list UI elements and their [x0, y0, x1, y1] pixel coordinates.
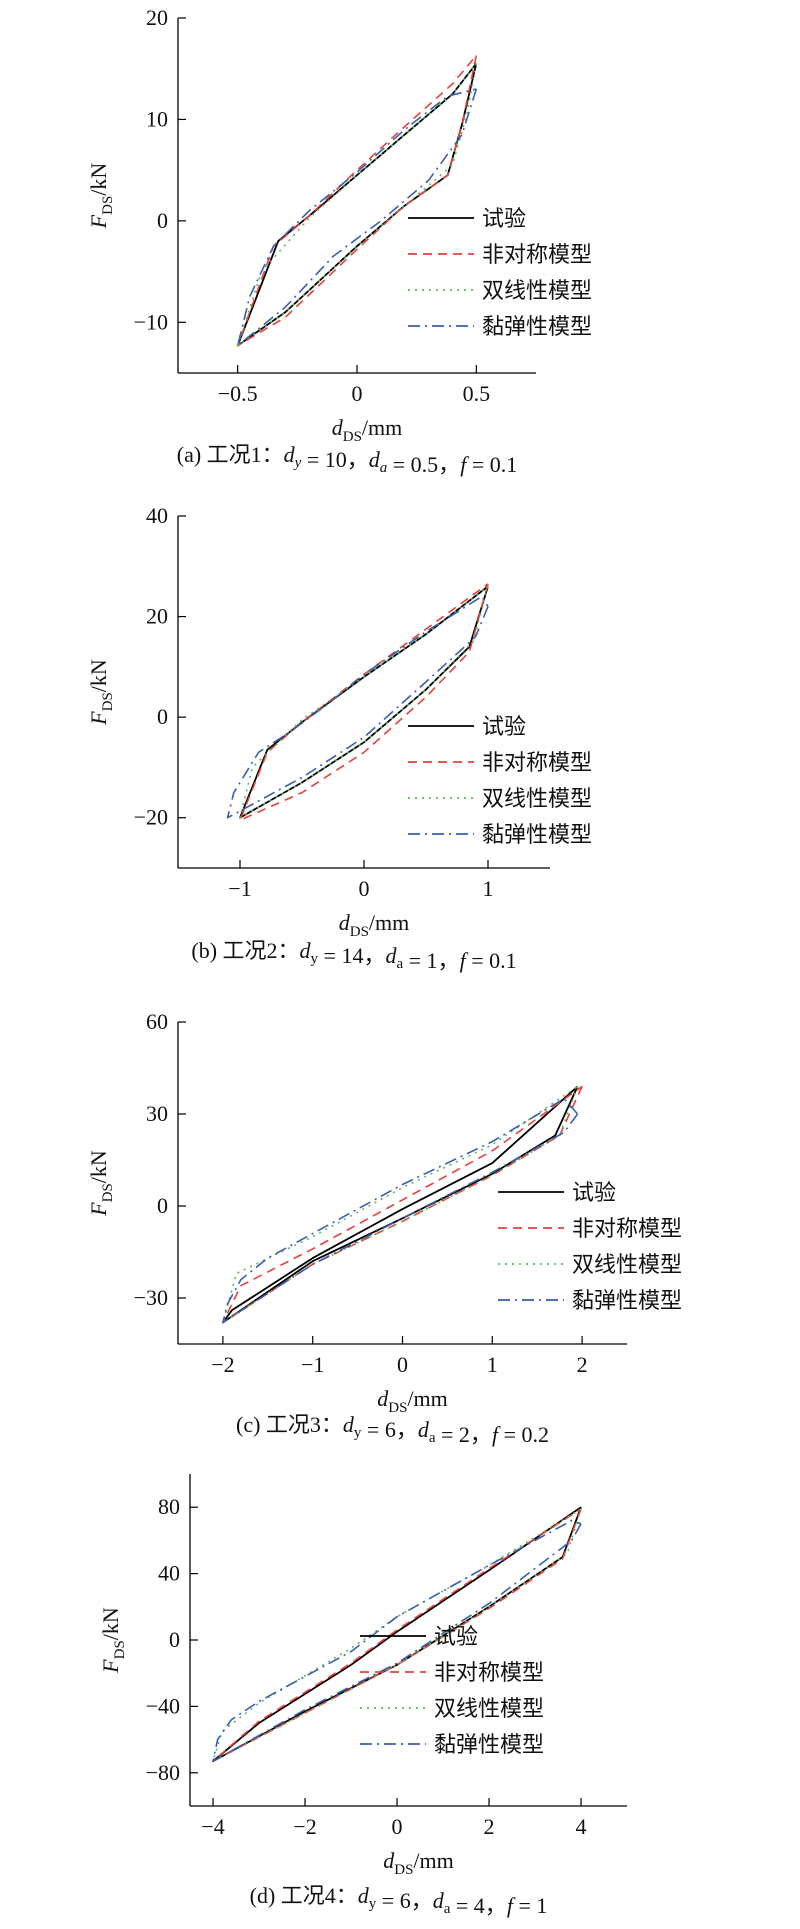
- series-line-3: [212, 1508, 582, 1762]
- y-axis-title: FDS/kN: [98, 1607, 128, 1674]
- legend-label: 黏弹性模型: [434, 1733, 544, 1758]
- x-tick-label: −0.5: [218, 381, 258, 406]
- y-axis-title: FDS/kN: [86, 163, 116, 230]
- y-tick-label: 20: [146, 5, 168, 30]
- panel-caption: (a) 工况1：dy = 10，da = 0.5，f = 0.1: [177, 442, 517, 477]
- series-line-2: [236, 54, 478, 347]
- x-tick-label: 0: [392, 1814, 403, 1839]
- x-tick-label: 2: [484, 1814, 495, 1839]
- y-tick-label: 30: [146, 1101, 168, 1126]
- series-line-1: [236, 63, 478, 347]
- y-tick-label: −30: [134, 1285, 168, 1310]
- y-tick-label: −40: [146, 1693, 180, 1718]
- chart-panel-3: −30 0 30 60 −2 −1 0 1 2 dDS/mm FDS/kN 试验非对称模型双线性模型黏…: [86, 1009, 682, 1447]
- series-line-4: [226, 595, 489, 819]
- chart-panel-1: −10 0 10 20 −0.5 0 0.5 dDS/mm FDS/kN 试验非对称模型双线性模型…: [86, 5, 592, 477]
- x-axis-title: dDS/mm: [383, 1848, 454, 1878]
- y-tick-label: −10: [134, 309, 168, 334]
- series-line-2: [239, 583, 489, 822]
- y-tick-label: 0: [157, 704, 168, 729]
- legend-label: 双线性模型: [434, 1697, 544, 1722]
- y-tick-label: 80: [158, 1494, 180, 1519]
- legend-label: 双线性模型: [482, 279, 592, 304]
- y-tick-label: 0: [169, 1627, 180, 1652]
- legend-label: 双线性模型: [482, 787, 592, 812]
- x-tick-label: 1: [483, 876, 494, 901]
- y-axis-title: FDS/kN: [86, 1150, 116, 1217]
- series-line-1: [239, 585, 489, 819]
- x-axis-title: dDS/mm: [332, 415, 403, 445]
- y-tick-label: 40: [158, 1561, 180, 1586]
- x-tick-label: 2: [577, 1352, 588, 1377]
- y-tick-label: 20: [146, 604, 168, 629]
- series-line-2: [212, 1508, 582, 1762]
- legend-label: 黏弹性模型: [482, 823, 592, 848]
- legend-label: 双线性模型: [572, 1253, 682, 1278]
- legend-label: 试验: [434, 1625, 478, 1650]
- x-tick-label: 1: [487, 1352, 498, 1377]
- x-tick-label: −2: [211, 1352, 234, 1377]
- x-tick-label: −2: [293, 1814, 316, 1839]
- y-axis-title: FDS/kN: [86, 659, 116, 726]
- legend-label: 非对称模型: [434, 1661, 544, 1686]
- legend-label: 非对称模型: [482, 243, 592, 268]
- x-tick-label: −1: [301, 1352, 324, 1377]
- x-tick-label: −1: [228, 876, 251, 901]
- x-tick-label: 0: [352, 381, 363, 406]
- y-tick-label: −80: [146, 1760, 180, 1785]
- series-line-3: [239, 585, 489, 819]
- panel-caption: (c) 工况3：dy = 6，da = 2，f = 0.2: [236, 1412, 549, 1447]
- x-tick-label: 0: [397, 1352, 408, 1377]
- x-tick-label: −4: [201, 1814, 224, 1839]
- y-tick-label: 60: [146, 1009, 168, 1034]
- series-line-1: [212, 1506, 582, 1763]
- y-tick-label: 10: [146, 106, 168, 131]
- x-axis-title: dDS/mm: [339, 910, 410, 940]
- x-tick-label: 0: [359, 876, 370, 901]
- series-line-4: [222, 1097, 579, 1324]
- chart-panel-2: −20 0 20 40 −1 0 1 dDS/mm FDS/kN 试验非对称模型双线性模型黏弹性模…: [86, 503, 592, 973]
- chart-panel-4: −80 −40 0 40 80 −4 −2 0 2 4 dDS/mm FDS/kN 试验非对称模型双线性…: [98, 1474, 627, 1918]
- legend-label: 试验: [482, 207, 526, 232]
- series-line-4: [236, 88, 478, 347]
- series-line-2: [222, 1085, 583, 1324]
- y-tick-label: 0: [157, 1193, 168, 1218]
- panel-caption: (d) 工况4：dy = 6，da = 4，f = 1: [250, 1883, 548, 1918]
- legend-label: 非对称模型: [482, 751, 592, 776]
- legend-label: 非对称模型: [572, 1217, 682, 1242]
- panel-caption: (b) 工况2：dy = 14，da = 1，f = 0.1: [191, 938, 516, 973]
- x-tick-label: 4: [576, 1814, 587, 1839]
- legend-label: 黏弹性模型: [572, 1289, 682, 1314]
- legend-label: 试验: [482, 715, 526, 740]
- y-tick-label: 40: [146, 503, 168, 528]
- x-tick-label: 0.5: [463, 381, 491, 406]
- x-axis-title: dDS/mm: [377, 1386, 448, 1416]
- legend-label: 试验: [572, 1181, 616, 1206]
- series-line-3: [236, 63, 478, 347]
- y-tick-label: 0: [157, 208, 168, 233]
- legend-label: 黏弹性模型: [482, 315, 592, 340]
- y-tick-label: −20: [134, 805, 168, 830]
- series-line-4: [212, 1519, 582, 1762]
